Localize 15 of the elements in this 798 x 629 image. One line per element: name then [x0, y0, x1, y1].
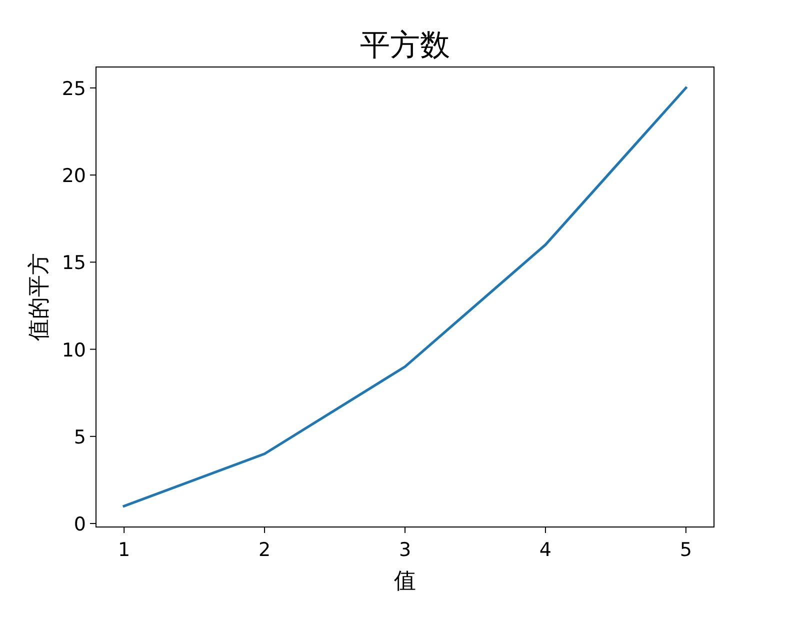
y-tick-label: 10 [62, 339, 86, 362]
x-tick-label: 3 [398, 539, 412, 561]
y-axis-title: 值的平方 [27, 253, 52, 341]
x-tick-label: 5 [680, 539, 692, 561]
line-series [122, 86, 688, 508]
x-tick-label: 2 [258, 539, 271, 561]
chart-title: 平方数 [360, 28, 450, 63]
y-tick-label: 15 [62, 252, 86, 274]
x-tick-label: 4 [539, 539, 552, 561]
y-tick-label: 0 [74, 514, 86, 536]
y-tick-label: 20 [62, 165, 86, 188]
x-tick-label: 1 [118, 539, 130, 561]
x-axis-title: 值 [394, 569, 416, 594]
y-tick-label: 25 [62, 78, 86, 100]
y-tick-label: 5 [74, 426, 86, 448]
